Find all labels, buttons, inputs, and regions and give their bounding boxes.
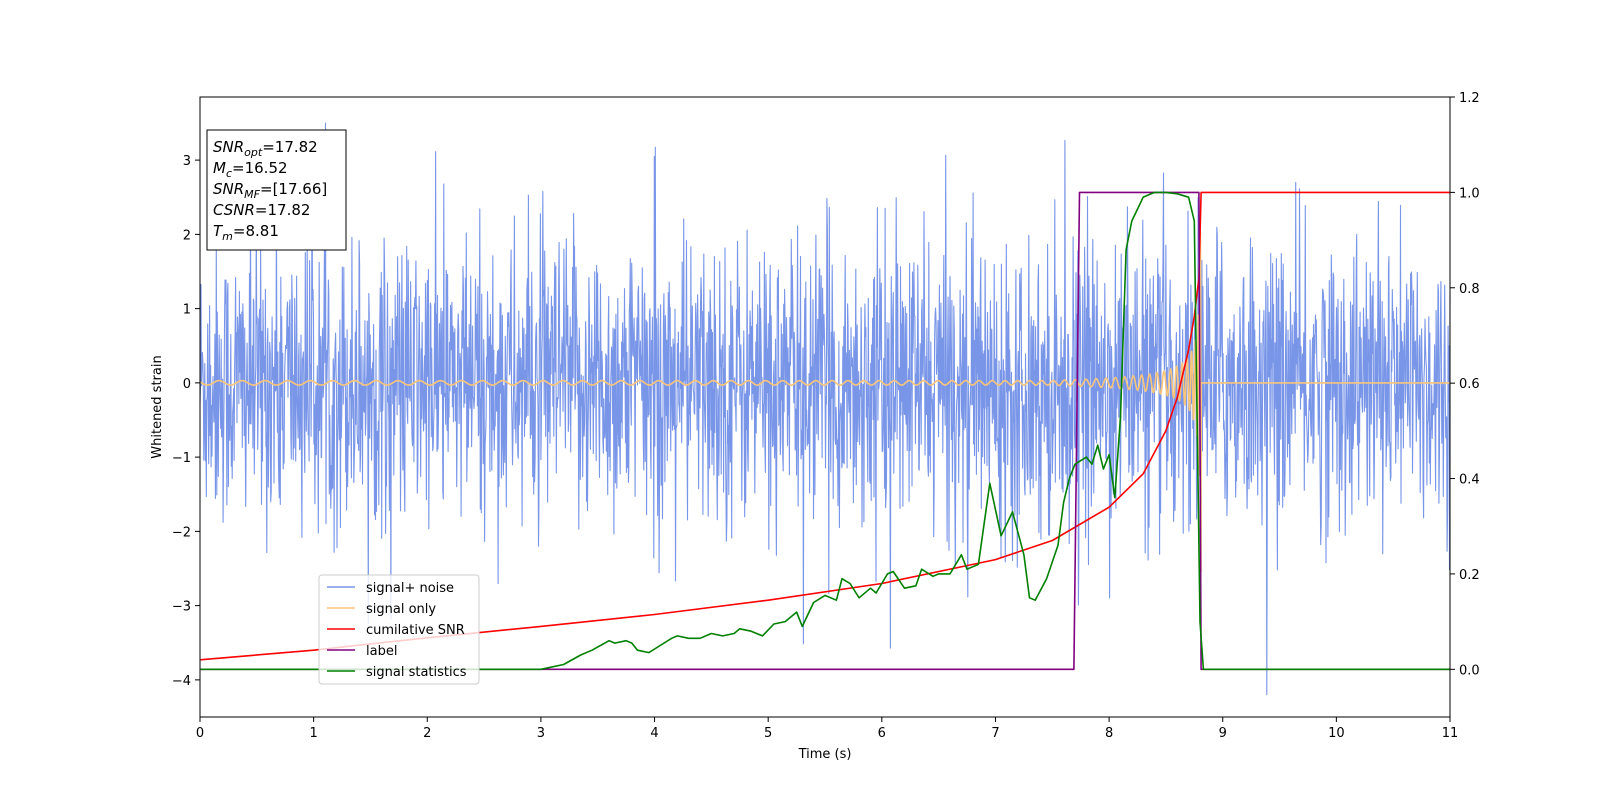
legend-frame [318, 574, 480, 685]
legend-label-cumilative-snr: cumilative SNR [366, 623, 465, 638]
x-axis-label: Time (s) [798, 747, 852, 762]
x-tick-label: 2 [423, 726, 431, 741]
y-right-tick-label: 0.4 [1459, 473, 1480, 488]
y-axis-right: 1.2 1.0 0.8 0.6 0.4 0.2 0.0 [1450, 91, 1480, 678]
x-tick-label: 6 [878, 726, 886, 741]
info-box-line: SNRopt=17.82 [213, 138, 318, 159]
y-left-tick-label: −1 [172, 451, 191, 466]
x-tick-label: 8 [1105, 726, 1113, 741]
x-tick-label: 3 [537, 726, 545, 741]
y-axis-label: Whitened strain [150, 355, 165, 458]
x-tick-label: 0 [196, 726, 204, 741]
x-tick-label: 1 [309, 726, 317, 741]
y-left-tick-label: −3 [172, 600, 191, 615]
y-axis-left: 3 2 1 0 −1 −2 −3 −4 [172, 154, 200, 689]
y-left-tick-label: −2 [172, 525, 191, 540]
x-tick-label: 9 [1219, 726, 1227, 741]
y-left-tick-label: 1 [183, 303, 191, 318]
info-box-line: Tm=8.81 [213, 222, 279, 243]
x-tick-label: 10 [1328, 726, 1345, 741]
legend-label-signal-statistics: signal statistics [366, 665, 467, 680]
legend-label-signal-noise: signal+ noise [366, 581, 454, 596]
info-box-frame [206, 129, 347, 251]
x-axis: 0 1 2 3 4 5 6 7 8 9 10 11 [196, 717, 1458, 741]
info-box-line: SNRMF=[17.66] [213, 180, 327, 201]
y-right-tick-label: 0.2 [1459, 568, 1480, 583]
series-signal-statistics-line [200, 191, 1450, 671]
y-right-tick-label: 0.8 [1459, 282, 1480, 297]
y-right-tick-label: 1.2 [1459, 91, 1480, 106]
series-signal-only-line [199, 231, 1451, 573]
info-box-line: Mc=16.52 [213, 159, 288, 180]
y-left-tick-label: 2 [183, 228, 191, 243]
info-box-line: CSNR=17.82 [213, 201, 310, 219]
legend: signal+ noise signal only cumilative SNR la… [318, 574, 480, 685]
y-right-tick-label: 0.6 [1459, 377, 1480, 392]
y-right-tick-label: 0.0 [1459, 663, 1480, 678]
y-left-tick-label: 0 [183, 377, 191, 392]
x-tick-label: 11 [1442, 726, 1459, 741]
y-left-tick-label: 3 [183, 154, 191, 169]
legend-label-label: label [366, 644, 397, 659]
y-left-tick-label: −4 [172, 674, 191, 689]
series-signal-noise-line [199, 122, 1451, 696]
x-tick-label: 7 [991, 726, 999, 741]
y-right-tick-label: 1.0 [1459, 186, 1480, 201]
legend-label-signal-only: signal only [366, 602, 436, 617]
x-tick-label: 5 [764, 726, 772, 741]
info-box: SNRopt=17.82Mc=16.52SNRMF=[17.66]CSNR=17… [206, 129, 347, 251]
plot-frame [199, 96, 1451, 718]
x-tick-label: 4 [650, 726, 658, 741]
plot-series [199, 122, 1451, 696]
